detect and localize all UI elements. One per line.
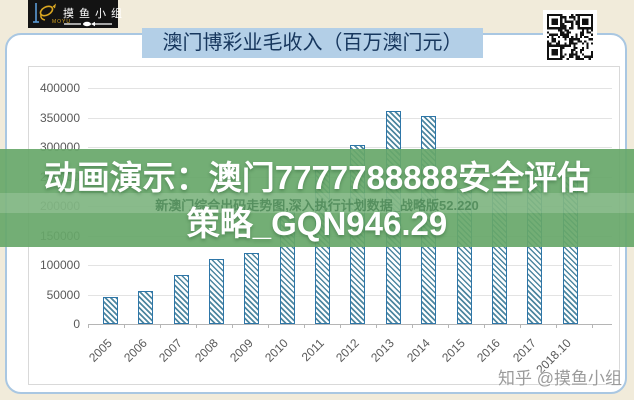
axis-tick [484,324,485,328]
axis-tick [412,324,413,328]
axis-tick [124,324,125,328]
overlay-text-line1: 动画演示：澳门7777788888安全评估 [43,159,591,196]
overlay-banner-strip [0,193,634,213]
fish-icon [64,21,112,27]
y-tick-label: 50000 [46,287,80,302]
logo-subtext: MOYU [52,19,71,25]
x-axis-line [88,324,612,325]
y-tick-label: 0 [73,317,80,331]
logo-text: 摸鱼小组 [63,7,127,20]
axis-tick [232,324,233,328]
axis-tick [268,324,269,328]
gridline [88,147,612,148]
axis-tick [196,324,197,328]
axis-tick [160,324,161,328]
axis-tick [340,324,341,328]
axis-tick [520,324,521,328]
qr-code [543,10,597,64]
axis-tick [556,324,557,328]
axis-tick [592,324,593,328]
chart-title: 澳门博彩业毛收入（百万澳门元） [142,28,483,58]
overlay-text-line2: 策略_GQN946.29 [186,205,448,242]
bar-2008 [209,259,225,324]
overlay-faint-text: 新澳门综合出码走势图,深入执行计划数据_战略版52.220 [155,198,479,213]
axis-tick [304,324,305,328]
gridline [88,88,612,89]
y-tick-label: 350000 [39,110,80,125]
y-tick-label: 400000 [39,81,80,95]
axis-tick [448,324,449,328]
fish-hook-icon [32,1,58,27]
y-tick-label: 100000 [39,258,80,272]
axis-tick [88,324,89,328]
axis-tick [376,324,377,328]
bar-2006 [138,290,154,324]
overlay-banner: 动画演示：澳门7777788888安全评估 新澳门综合出码走势图,深入执行计划数… [0,149,634,247]
gridline [88,294,612,296]
gridline [88,117,612,119]
gridline [88,265,612,266]
bar-2009 [244,253,260,324]
zhihu-watermark: 知乎 @摸鱼小组 [498,369,622,388]
moyu-logo: 摸鱼小组 MOYU [28,0,122,28]
bar-2007 [173,275,189,324]
bar-2005 [103,296,118,324]
